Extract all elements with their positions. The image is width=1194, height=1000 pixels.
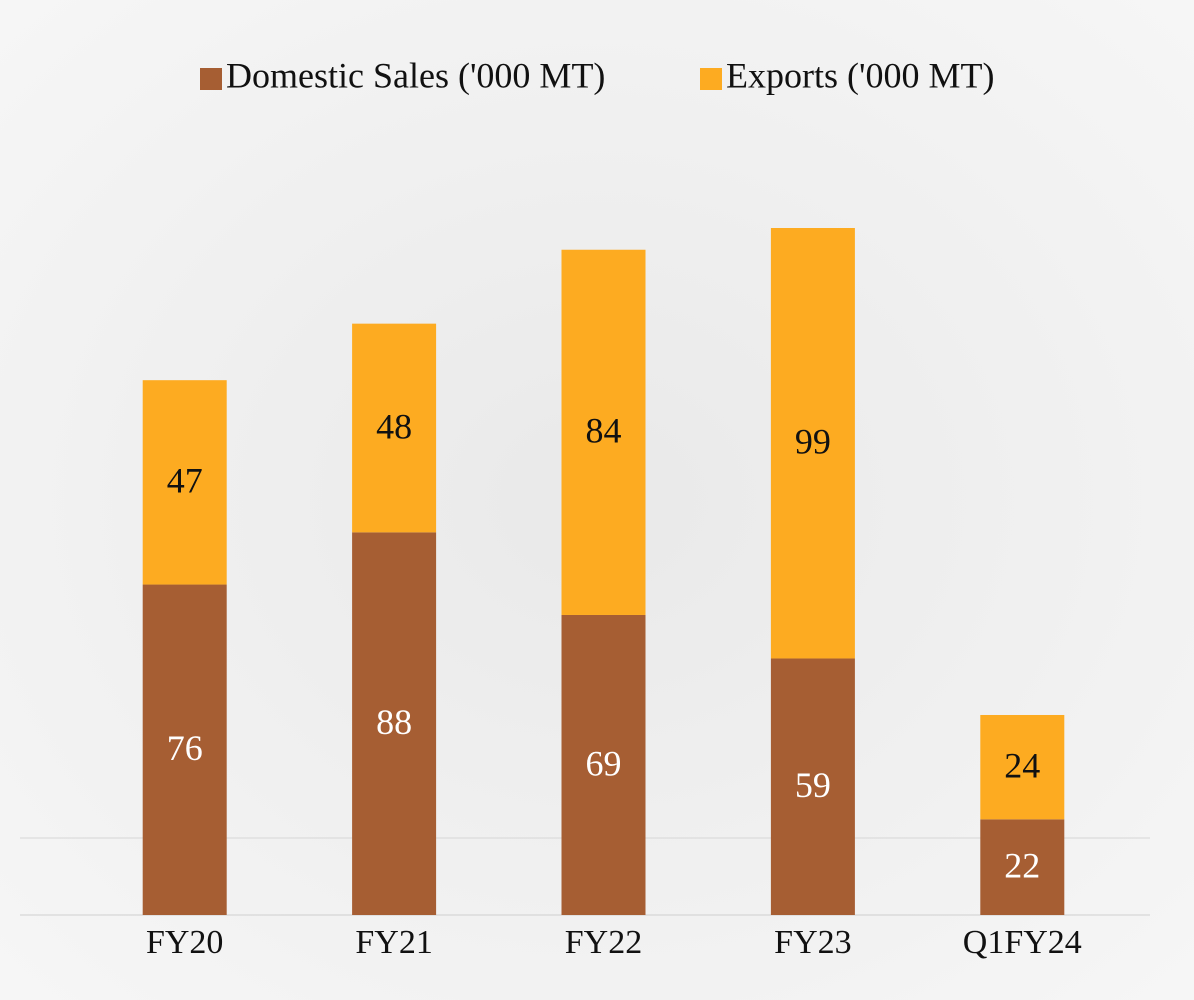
legend-label: Exports ('000 MT) xyxy=(726,55,994,95)
bar-segment xyxy=(770,658,855,915)
x-tick-label: FY22 xyxy=(565,924,642,961)
value-label: 24 xyxy=(1004,745,1040,785)
x-tick-label: FY20 xyxy=(146,924,223,961)
x-tick-label: Q1FY24 xyxy=(963,924,1082,961)
value-label: 84 xyxy=(586,411,622,451)
value-label: 88 xyxy=(376,702,412,742)
x-tick-label: FY21 xyxy=(355,924,432,961)
value-label: 99 xyxy=(795,421,831,461)
bar-segment xyxy=(980,819,1065,915)
bar-segment xyxy=(142,584,227,915)
legend-swatch xyxy=(700,68,722,90)
legend-swatch xyxy=(200,68,222,90)
x-tick-label: FY23 xyxy=(774,924,851,961)
bar-segment xyxy=(561,614,646,915)
bar-segment xyxy=(352,532,437,915)
bar-segment xyxy=(561,249,646,615)
value-label: 69 xyxy=(586,743,622,783)
value-label: 47 xyxy=(167,461,203,501)
value-label: 76 xyxy=(167,728,203,768)
bar-segment xyxy=(770,228,855,659)
bar-segment xyxy=(352,323,437,533)
value-label: 59 xyxy=(795,765,831,805)
value-label: 22 xyxy=(1004,845,1040,885)
bar-segment xyxy=(142,380,227,585)
value-label: 48 xyxy=(376,406,412,446)
legend-label: Domestic Sales ('000 MT) xyxy=(226,55,605,95)
bar-segment xyxy=(980,714,1065,820)
